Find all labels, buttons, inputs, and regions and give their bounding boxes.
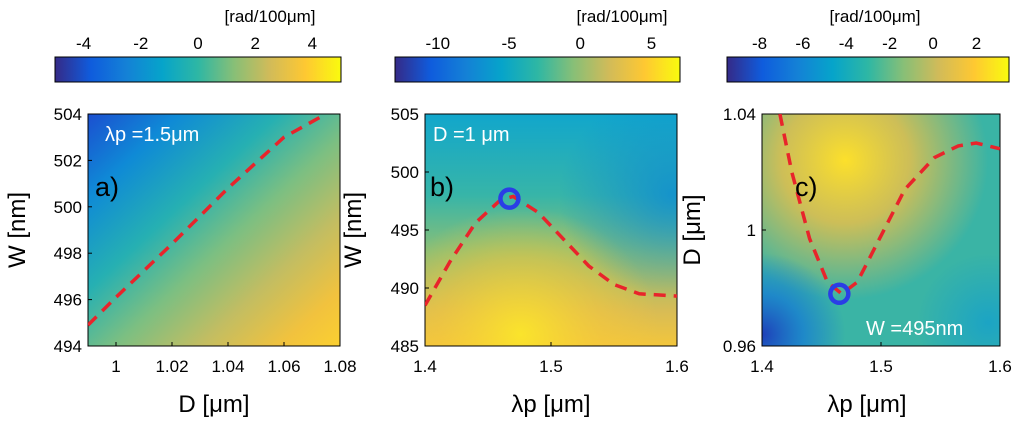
x-ticks-b: 1.4 1.5 1.6 [413, 342, 689, 376]
x-tick-label: 1.04 [211, 357, 244, 376]
y-tick-label: 498 [54, 244, 82, 263]
colorbar-tick-label: -2 [133, 34, 148, 53]
x-tick-label: 1.5 [539, 357, 563, 376]
y-axis-label-c: D [μm] [679, 194, 706, 265]
colorbar-a [54, 56, 342, 83]
x-tick-label: 1 [111, 357, 120, 376]
colorbar-tick-label: -4 [839, 34, 854, 53]
zero-contour-b [425, 194, 677, 307]
panel-b: [rad/100μm] -10 -5 0 5 1.4 1.5 1.6 485 490 495 5… [340, 7, 689, 418]
x-tick-label: 1.4 [750, 357, 774, 376]
annotation-b: D =1 μm [433, 124, 510, 146]
annotation-c: W =495nm [866, 318, 963, 340]
zero-contour-c [778, 114, 1000, 297]
x-tick-label: 1.02 [155, 357, 188, 376]
x-ticks-c: 1.4 1.5 1.6 [750, 342, 1012, 376]
x-tick-label: 1.06 [267, 357, 300, 376]
colorbar-tick-label: -5 [501, 34, 516, 53]
y-tick-label: 485 [391, 337, 419, 356]
colorbar-c-unit: [rad/100μm] [829, 7, 920, 26]
x-ticks-a: 1 1.02 1.04 1.06 1.08 [111, 342, 357, 376]
y-tick-label: 504 [54, 105, 82, 124]
colorbar-tick-label: -6 [795, 34, 810, 53]
heatmap-a [88, 114, 340, 346]
colorbar-tick-label: -2 [882, 34, 897, 53]
x-tick-label: 1.08 [323, 357, 356, 376]
x-axis-label-b: λp [μm] [511, 391, 590, 418]
y-tick-label: 490 [391, 279, 419, 298]
x-tick-label: 1.4 [413, 357, 437, 376]
y-ticks-c: 0.96 1 1.04 [723, 105, 766, 356]
y-tick-label: 1 [747, 221, 756, 240]
panel-c: [rad/100μm] -8 -6 -4 -2 0 2 1.4 1.5 1.6 0.96 1 1.… [679, 7, 1012, 418]
colorbar-tick-label: -10 [425, 34, 450, 53]
operating-point-marker [828, 282, 851, 306]
x-tick-label: 1.6 [988, 357, 1012, 376]
colorbar-b [394, 56, 681, 83]
y-tick-label: 500 [54, 198, 82, 217]
y-tick-label: 494 [54, 337, 82, 356]
colorbar-tick-label: -8 [752, 34, 767, 53]
x-tick-label: 1.6 [665, 357, 689, 376]
y-tick-label: 1.04 [723, 105, 756, 124]
y-ticks-a: 494 496 498 500 502 504 [54, 105, 92, 356]
y-tick-label: 500 [391, 163, 419, 182]
markers-c [828, 282, 851, 306]
y-tick-label: 505 [391, 105, 419, 124]
panel-label-a: a) [95, 172, 119, 202]
annotation-a: λp =1.5μm [105, 124, 199, 146]
colorbar-a-unit: [rad/100μm] [224, 7, 315, 26]
y-tick-label: 496 [54, 291, 82, 310]
panel-label-b: b) [430, 172, 454, 202]
colorbar-tick-label: 0 [193, 34, 202, 53]
colorbar-tick-label: -4 [76, 34, 91, 53]
x-axis-label-a: D [μm] [178, 391, 249, 418]
colorbar-c [726, 56, 1010, 83]
colorbar-tick-label: 0 [928, 34, 937, 53]
markers-b [498, 187, 521, 210]
operating-point-marker [498, 187, 521, 210]
y-tick-label: 495 [391, 221, 419, 240]
heatmap-b [425, 114, 677, 346]
x-tick-label: 1.5 [869, 357, 893, 376]
panel-label-c: c) [795, 172, 818, 202]
x-axis-label-c: λp [μm] [827, 391, 906, 418]
colorbar-b-unit: [rad/100μm] [576, 7, 667, 26]
panel-a: [rad/100μm] -4 -2 0 2 4 1 1.02 1.04 1.06 1.08 49… [4, 7, 357, 418]
colorbar-tick-label: 5 [647, 34, 656, 53]
colorbar-tick-label: 2 [250, 34, 259, 53]
axes-frame-a [87, 113, 341, 347]
heatmap-c [762, 114, 1000, 346]
colorbar-tick-label: 4 [308, 34, 317, 53]
colorbar-tick-label: 2 [972, 34, 981, 53]
y-tick-label: 502 [54, 151, 82, 170]
colorbar-tick-label: 0 [576, 34, 585, 53]
y-tick-label: 0.96 [723, 337, 756, 356]
y-ticks-b: 485 490 495 500 505 [391, 105, 429, 356]
y-axis-label-a: W [nm] [4, 192, 31, 268]
y-axis-label-b: W [nm] [340, 192, 367, 268]
